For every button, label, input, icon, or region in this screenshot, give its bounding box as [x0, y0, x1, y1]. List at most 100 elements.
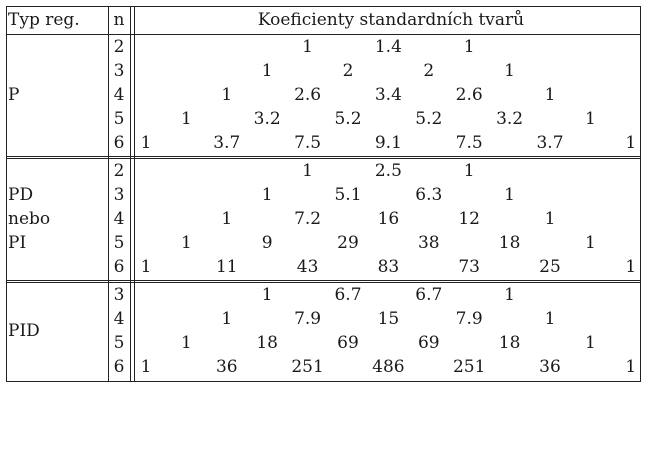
- coefficient-cell: 1: [140, 357, 152, 377]
- coefficient-cell: 1: [261, 185, 273, 205]
- coefficient-cell: 1: [544, 85, 556, 105]
- header-rule: [6, 34, 640, 35]
- coefficient-cell: 1: [261, 61, 273, 81]
- coefficient-cell: 251: [291, 357, 324, 377]
- coefficient-cell: 1: [584, 233, 596, 253]
- table-border-bottom: [6, 381, 640, 382]
- coefficient-cell: 7.5: [455, 133, 483, 153]
- coefficient-cell: 3.4: [374, 85, 402, 105]
- row-order-n: 3: [113, 61, 125, 81]
- row-order-n: 6: [113, 257, 125, 277]
- row-order-n: 5: [113, 333, 125, 353]
- group-type-label: PI: [8, 233, 27, 253]
- coefficient-cell: 36: [215, 357, 238, 377]
- row-order-n: 2: [113, 37, 125, 57]
- group-type-label: PD: [8, 185, 34, 205]
- coefficient-cell: 15: [377, 309, 400, 329]
- group-separator: [6, 280, 640, 281]
- coefficient-cell: 1: [180, 233, 192, 253]
- header-coefficients: Koeficienty standardních tvarů: [257, 10, 525, 30]
- row-order-n: 4: [113, 85, 125, 105]
- coefficient-cell: 5.2: [415, 109, 443, 129]
- coefficient-cell: 1: [302, 37, 314, 57]
- coefficient-cell: 25: [539, 257, 561, 277]
- coefficient-cell: 1: [584, 109, 596, 129]
- row-order-n: 6: [113, 357, 125, 377]
- coefficient-cell: 16: [377, 209, 400, 229]
- coefficient-cell: 7.9: [455, 309, 483, 329]
- coefficient-cell: 2.6: [455, 85, 483, 105]
- coefficient-cell: 1: [221, 209, 233, 229]
- coefficient-cell: 7.2: [294, 209, 322, 229]
- coefficient-cell: 2.6: [294, 85, 322, 105]
- coefficient-cell: 1: [140, 257, 152, 277]
- coefficient-cell: 9: [261, 233, 273, 253]
- coefficient-cell: 73: [458, 257, 481, 277]
- coefficient-cell: 1: [504, 61, 516, 81]
- row-order-n: 2: [113, 161, 125, 181]
- coefficient-cell: 36: [539, 357, 561, 377]
- coefficient-cell: 2: [342, 61, 354, 81]
- coefficient-cell: 43: [296, 257, 319, 277]
- header-type: Typ reg.: [8, 10, 80, 30]
- column-rule-n-left: [130, 6, 131, 382]
- coefficient-cell: 1: [544, 209, 556, 229]
- row-order-n: 3: [113, 285, 125, 305]
- coefficient-cell: 2: [423, 61, 435, 81]
- coefficient-cell: 1: [180, 109, 192, 129]
- coefficient-cell: 38: [417, 233, 440, 253]
- row-order-n: 4: [113, 209, 125, 229]
- coefficient-cell: 7.9: [294, 309, 322, 329]
- row-order-n: 3: [113, 185, 125, 205]
- coefficient-cell: 1.4: [374, 37, 402, 57]
- row-order-n: 6: [113, 133, 125, 153]
- coefficient-cell: 1: [180, 333, 192, 353]
- table-border-left: [6, 6, 7, 382]
- coefficient-cell: 7.5: [294, 133, 322, 153]
- group-separator: [6, 282, 640, 283]
- coefficient-cell: 11: [215, 257, 238, 277]
- coefficient-cell: 486: [372, 357, 405, 377]
- coefficient-cell: 12: [458, 209, 481, 229]
- coefficient-cell: 1: [463, 161, 475, 181]
- coefficient-cell: 3.7: [213, 133, 241, 153]
- coefficient-cell: 1: [140, 133, 152, 153]
- coefficient-cell: 3.2: [496, 109, 524, 129]
- coefficient-cell: 1: [625, 257, 637, 277]
- coefficient-cell: 18: [498, 333, 521, 353]
- coefficient-cell: 1: [302, 161, 314, 181]
- coefficient-cell: 6.7: [334, 285, 362, 305]
- row-order-n: 5: [113, 109, 125, 129]
- group-separator: [6, 158, 640, 159]
- coefficient-cell: 18: [256, 333, 279, 353]
- coefficient-cell: 3.2: [253, 109, 281, 129]
- coefficient-cell: 1: [221, 85, 233, 105]
- row-order-n: 5: [113, 233, 125, 253]
- coefficient-cell: 6.7: [415, 285, 443, 305]
- group-type-label: nebo: [8, 209, 51, 229]
- row-order-n: 4: [113, 309, 125, 329]
- table-border-right: [640, 6, 641, 382]
- coefficient-cell: 69: [337, 333, 359, 353]
- coefficient-cell: 2.5: [374, 161, 402, 181]
- coefficient-cell: 1: [625, 133, 637, 153]
- coefficient-cell: 6.3: [415, 185, 443, 205]
- coefficient-cell: 69: [417, 333, 440, 353]
- coefficient-cell: 29: [337, 233, 359, 253]
- header-n: n: [113, 10, 125, 30]
- coefficient-cell: 1: [625, 357, 637, 377]
- column-rule-type: [108, 6, 109, 382]
- coefficient-cell: 1: [463, 37, 475, 57]
- group-type-label: PID: [8, 321, 40, 341]
- coefficient-cell: 9.1: [374, 133, 402, 153]
- coefficient-cell: 1: [261, 285, 273, 305]
- coefficient-cell: 5.1: [334, 185, 362, 205]
- coefficient-cell: 1: [221, 309, 233, 329]
- coefficient-cell: 1: [504, 285, 516, 305]
- coefficient-cell: 3.7: [536, 133, 564, 153]
- coefficient-cell: 18: [498, 233, 521, 253]
- coefficient-cell: 5.2: [334, 109, 362, 129]
- group-type-label: P: [8, 85, 20, 105]
- column-rule-n-right: [134, 6, 135, 382]
